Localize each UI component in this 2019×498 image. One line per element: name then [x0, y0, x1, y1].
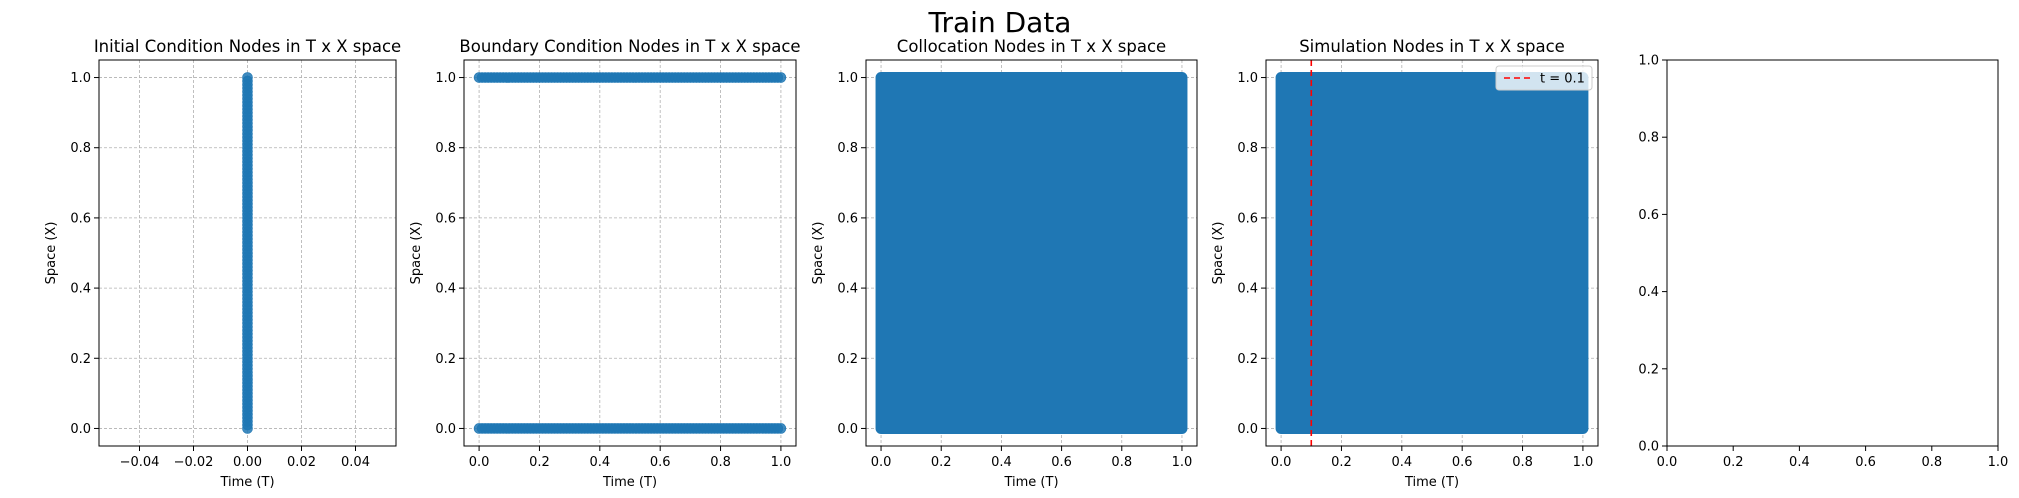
data-points	[1275, 72, 1589, 434]
x-tick-label: 0.4	[589, 455, 610, 470]
y-tick-label: 0.6	[1237, 211, 1258, 226]
y-axis-label: Space (X)	[44, 222, 59, 285]
x-tick-label: 0.4	[1391, 455, 1412, 470]
x-tick-label: 1.0	[1988, 455, 2009, 470]
x-axis-label: Time (T)	[1003, 475, 1058, 490]
panel-2: 0.0 0.2 0.4 0.6 0.8 1.0 0.0 0.2 0.4 0.6 0.8 1.0 Time…	[409, 37, 801, 490]
x-tick-label: 0.0	[871, 455, 892, 470]
y-tick-label: 0.0	[1237, 422, 1258, 437]
data-point-cloud	[875, 72, 1188, 434]
data-point	[242, 72, 253, 83]
x-tick-label: 0.8	[1512, 455, 1533, 470]
x-tick-label: 0.02	[287, 455, 316, 470]
y-tick-label: 0.4	[1638, 285, 1659, 300]
y-tick-label: 0.2	[837, 352, 858, 367]
x-axis-label: Time (T)	[1404, 475, 1459, 490]
y-tick-label: 0.4	[70, 282, 91, 297]
y-tick-label: 0.4	[1237, 282, 1258, 297]
data-point-cloud	[1275, 72, 1589, 434]
axes-frame	[865, 59, 1198, 447]
legend-box	[1495, 65, 1593, 91]
y-tick-label: 0.8	[837, 141, 858, 156]
x-tick-label: 0.04	[341, 455, 370, 470]
panel-3: 0.0 0.2 0.4 0.6 0.8 1.0 0.0 0.2 0.4 0.6 0.8 1.0 Time…	[811, 37, 1198, 490]
y-axis-label: Space (X)	[811, 222, 826, 285]
x-tick-label: 0.6	[1855, 455, 1876, 470]
x-tick-label: 1.0	[771, 455, 792, 470]
y-tick-label: 1.0	[435, 71, 456, 86]
legend-label: t = 0.1	[1540, 72, 1585, 87]
x-tick-label: 0.6	[650, 455, 671, 470]
figure-suptitle: Train Data	[928, 6, 1072, 39]
panel-title: Boundary Condition Nodes in T x X space	[459, 37, 800, 56]
y-tick-label: 0.0	[70, 422, 91, 437]
legend: t = 0.1	[1495, 65, 1593, 91]
y-tick-label: 0.6	[1638, 208, 1659, 223]
panel-title: Collocation Nodes in T x X space	[897, 37, 1166, 56]
data-point	[775, 72, 787, 83]
x-axis-label: Time (T)	[602, 475, 657, 490]
panel-4: t = 0.1 0.0 0.2 0.4 0.6 0.8 1.0 0.0 0.2 0.4 0.6 0.8…	[1211, 37, 1599, 490]
axes-frame	[1666, 59, 1999, 447]
x-tick-label: 1.0	[1573, 455, 1594, 470]
y-tick-label: 0.0	[837, 422, 858, 437]
y-tick-label: 0.2	[70, 352, 91, 367]
y-tick-label: 1.0	[1237, 71, 1258, 86]
x-tick-label: 0.0	[1271, 455, 1292, 470]
x-tick-label: 0.4	[991, 455, 1012, 470]
panel-title: Simulation Nodes in T x X space	[1299, 37, 1565, 56]
data-points	[473, 72, 787, 434]
y-tick-label: 1.0	[837, 71, 858, 86]
x-tick-label: 0.2	[931, 455, 952, 470]
data-points	[875, 72, 1188, 434]
x-tick-label: 0.2	[529, 455, 550, 470]
panel-1: −0.04 −0.02 0.00 0.02 0.04 0.0 0.2 0.4 0.6 0.8 1.0…	[44, 37, 401, 490]
y-tick-label: 0.6	[837, 211, 858, 226]
y-tick-label: 0.0	[1638, 440, 1659, 455]
y-tick-label: 0.8	[435, 141, 456, 156]
x-axis-label: Time (T)	[219, 475, 274, 490]
x-tick-label: −0.02	[174, 455, 214, 470]
y-tick-label: 1.0	[1638, 54, 1659, 69]
x-tick-label: 0.8	[1921, 455, 1942, 470]
y-tick-label: 0.8	[1638, 131, 1659, 146]
x-tick-label: 0.0	[1657, 455, 1678, 470]
y-axis-label: Space (X)	[409, 222, 424, 285]
x-tick-label: 1.0	[1172, 455, 1193, 470]
y-axis-label: Space (X)	[1211, 222, 1226, 285]
x-tick-label: 0.8	[1111, 455, 1132, 470]
y-tick-label: 0.6	[70, 211, 91, 226]
y-tick-label: 0.8	[1237, 141, 1258, 156]
x-tick-label: 0.0	[469, 455, 490, 470]
y-tick-label: 0.0	[435, 422, 456, 437]
x-tick-label: −0.04	[120, 455, 160, 470]
x-tick-label: 0.2	[1723, 455, 1744, 470]
x-tick-label: 0.8	[710, 455, 731, 470]
y-tick-label: 0.8	[70, 141, 91, 156]
x-tick-label: 0.6	[1452, 455, 1473, 470]
data-point	[775, 423, 787, 434]
axes-frame	[463, 59, 797, 447]
y-tick-label: 1.0	[70, 71, 91, 86]
data-points	[242, 72, 253, 434]
axes-frame	[1265, 59, 1599, 447]
x-tick-label: 0.4	[1789, 455, 1810, 470]
y-tick-label: 0.2	[435, 352, 456, 367]
y-tick-label: 0.2	[1237, 352, 1258, 367]
panel-title: Initial Condition Nodes in T x X space	[94, 37, 401, 56]
y-tick-label: 0.4	[435, 282, 456, 297]
x-tick-label: 0.2	[1331, 455, 1352, 470]
y-tick-label: 0.4	[837, 282, 858, 297]
y-tick-label: 0.6	[435, 211, 456, 226]
x-tick-label: 0.00	[233, 455, 262, 470]
y-tick-label: 0.2	[1638, 362, 1659, 377]
x-tick-label: 0.6	[1051, 455, 1072, 470]
panel-5: 0.0 0.2 0.4 0.6 0.8 1.0 0.0 0.2 0.4 0.6 0.8 1.0	[1638, 54, 2008, 471]
